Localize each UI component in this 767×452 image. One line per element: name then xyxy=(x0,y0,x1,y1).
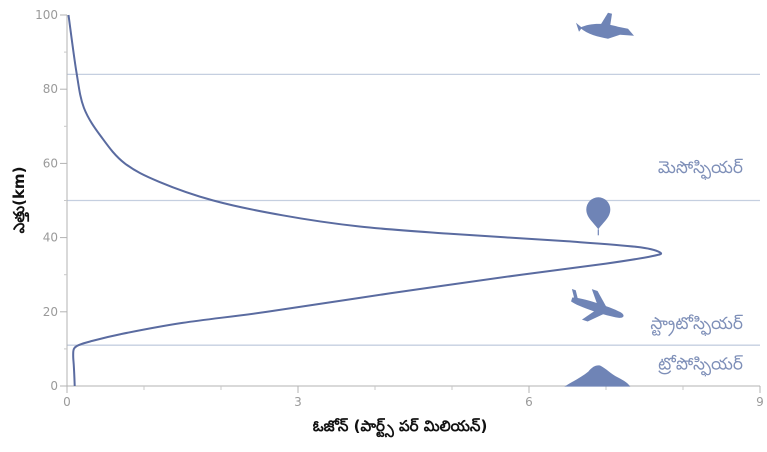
y-axis-title: ఎత్తు(km) xyxy=(10,167,30,234)
layer-label: ట్రోపోస్ఫియర్ xyxy=(658,355,743,377)
layer-boundaries xyxy=(67,73,760,346)
axes: 0 20 40 60 80 100 0 3 6 9 xyxy=(35,8,764,409)
x-tick-label: 3 xyxy=(294,395,302,409)
series xyxy=(67,14,663,387)
layer-label: స్ట్రాటోస్ఫియర్ xyxy=(650,314,743,337)
icons xyxy=(564,12,634,387)
ozone-curve xyxy=(67,14,663,387)
x-axis-title: ఓజోన్ (పార్ట్స్ పర్ మిలియన్) xyxy=(313,417,488,438)
spaceship-icon xyxy=(576,12,634,39)
y-tick-label: 80 xyxy=(43,82,58,96)
layer-labels: మెసోస్ఫియర్ స్ట్రాటోస్ఫియర్ ట్రోపోస్ఫియర్ xyxy=(650,158,743,377)
y-tick-label: 60 xyxy=(43,156,58,170)
x-tick-label: 9 xyxy=(756,395,764,409)
y-tick-label: 0 xyxy=(50,379,58,393)
layer-label: మెసోస్ఫియర్ xyxy=(658,158,743,180)
airplane-icon xyxy=(571,289,624,322)
mountain-icon xyxy=(564,365,631,387)
x-tick-label: 0 xyxy=(63,395,71,409)
y-tick-label: 20 xyxy=(43,305,58,319)
balloon-icon xyxy=(586,197,611,236)
x-tick-label: 6 xyxy=(525,395,533,409)
y-tick-label: 100 xyxy=(35,8,58,22)
y-tick-label: 40 xyxy=(43,231,58,245)
